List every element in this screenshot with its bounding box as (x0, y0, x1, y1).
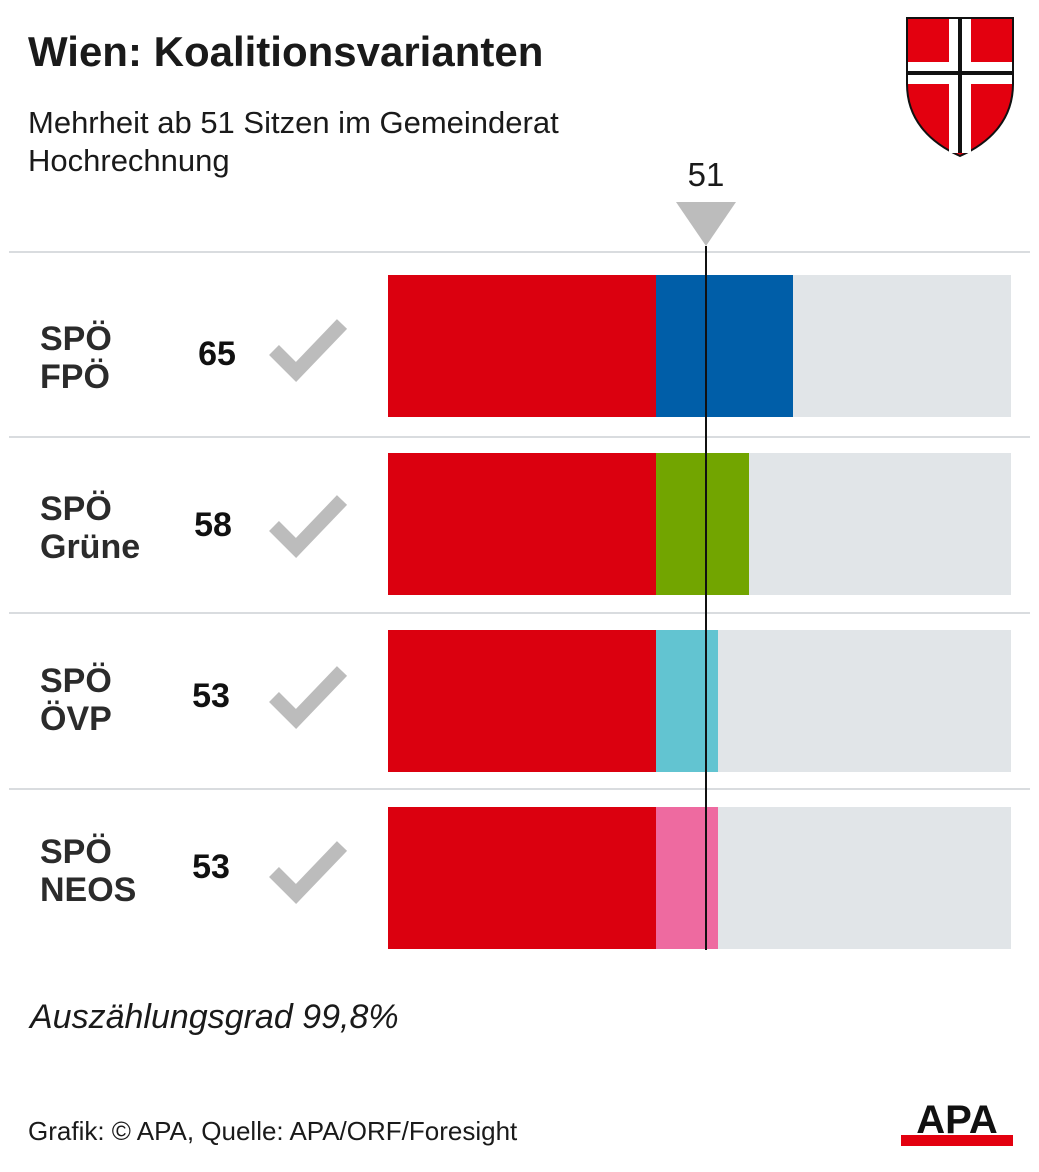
check-icon (269, 841, 348, 905)
bar-track (388, 275, 1011, 417)
coalition-label: SPÖ ÖVP (40, 662, 112, 738)
coalition-party: SPÖ (40, 833, 112, 871)
bar-track (388, 453, 1011, 595)
row-divider (9, 788, 1030, 790)
majority-threshold-label: 51 (687, 156, 725, 193)
bar-segment-spoe (388, 453, 656, 595)
majority-threshold-arrow-icon (676, 202, 736, 246)
coalition-party: NEOS (40, 871, 137, 909)
coalition-label: SPÖ FPÖ (40, 320, 112, 396)
bar-segment-spoe (388, 630, 656, 772)
coalition-label: SPÖ Grüne (40, 490, 140, 566)
row-divider (9, 251, 1030, 253)
check-icon (269, 495, 348, 559)
bar-track (388, 807, 1011, 949)
apa-logo-text: APA (916, 1098, 997, 1142)
check-icon (269, 666, 348, 730)
bar-segment-partner (655, 275, 793, 417)
coalition-seat-total: 53 (192, 677, 230, 715)
subtitle-line-projection: Hochrechnung (28, 143, 230, 178)
vienna-coat-of-arms-icon (906, 17, 1014, 158)
bar-segment-spoe (388, 275, 656, 417)
bar-track (388, 630, 1011, 772)
coalition-party: ÖVP (40, 700, 112, 738)
bar-segment-spoe (388, 807, 656, 949)
coalition-seat-total: 65 (198, 335, 236, 373)
row-divider (9, 436, 1030, 438)
apa-logo: APA (901, 1098, 1013, 1146)
coalition-party: SPÖ (40, 490, 112, 528)
coalition-party: SPÖ (40, 662, 112, 700)
subtitle-line-majority: Mehrheit ab 51 Sitzen im Gemeinderat (28, 105, 559, 140)
chart-title: Wien: Koalitionsvarianten (28, 28, 544, 75)
coalition-party: FPÖ (40, 358, 110, 396)
bar-segment-partner (655, 453, 750, 595)
coalition-party: SPÖ (40, 320, 112, 358)
chart-subtitle: Mehrheit ab 51 Sitzen im Gemeinderat Hoc… (28, 104, 559, 180)
bar-segment-partner (655, 630, 719, 772)
coalition-seat-total: 58 (194, 506, 232, 544)
counting-status: Auszählungsgrad 99,8% (30, 998, 399, 1036)
majority-threshold-line (704, 246, 707, 950)
coalition-seat-total: 53 (192, 848, 230, 886)
bar-segment-partner (655, 807, 719, 949)
row-divider (9, 612, 1030, 614)
coalition-label: SPÖ NEOS (40, 833, 136, 909)
check-icon (269, 319, 348, 383)
source-credit: Grafik: © APA, Quelle: APA/ORF/Foresight (28, 1116, 518, 1146)
coalition-party: Grüne (40, 528, 141, 566)
